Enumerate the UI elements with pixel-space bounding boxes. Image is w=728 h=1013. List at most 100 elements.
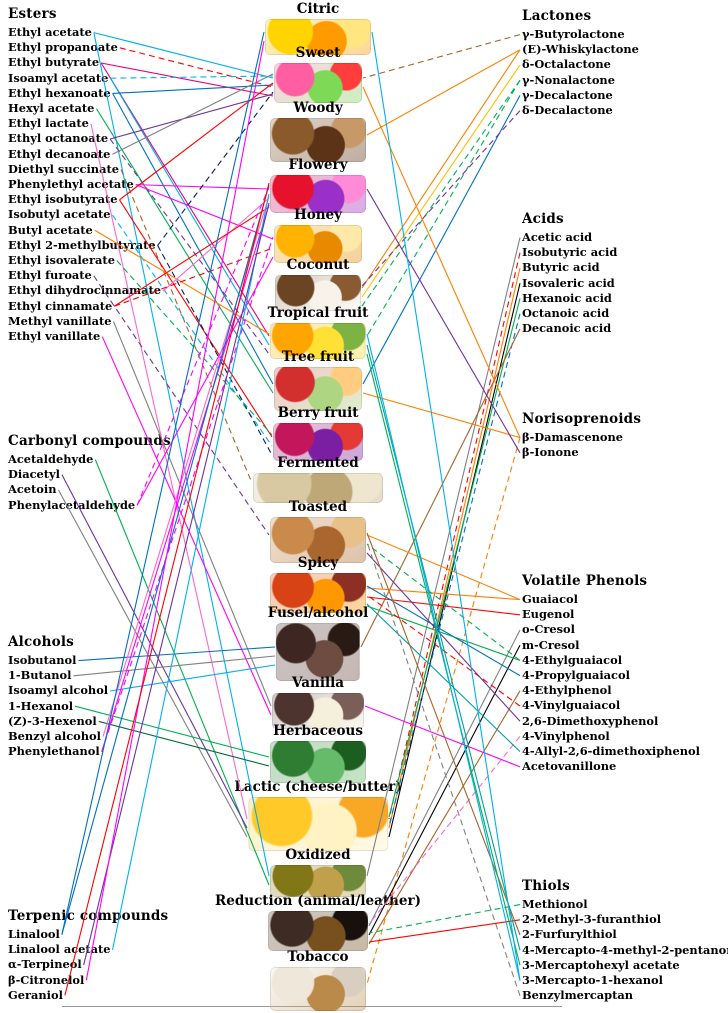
descriptor-spicy: Spicy (270, 556, 366, 613)
compound-4-allyl-26-dimethoxiphenol: 4-Allyl-2,6-dimethoxiphenol (522, 744, 700, 759)
descriptor-label-citric: Citric (296, 1, 340, 17)
group-carbonyl-compounds: Carbonyl compounds Acetaldehyde Diacetyl Ac… (8, 433, 171, 513)
edge-z-3-hexenol-to-herbaceous (98, 720, 270, 767)
edge-4-mercapto-4-methyl-2-pentanone-to-tropical-fruit (366, 344, 521, 951)
group-thiols: Thiols Methionol 2-Methyl-3-furanthiol 2-Fu… (522, 878, 728, 1003)
compound-ethyl-octanoate: Ethyl octanoate (8, 131, 109, 146)
compound-1-butanol: 1-Butanol (8, 668, 72, 683)
compound-o-cresol: o-Cresol (522, 622, 575, 637)
compound-guaiacol: Guaiacol (522, 592, 578, 606)
group-lactones: Lactones γ-Butyrolactone (E)-Whiskylactone… (522, 8, 639, 118)
compound-ethyl-isovalerate: Ethyl isovalerate (8, 253, 115, 268)
group-title-norisoprenoids: Norisoprenoids (522, 411, 642, 427)
group-acids: Acids Acetic acid Isobutyric acid Butyric a… (522, 211, 617, 336)
vanilla-image (272, 693, 364, 729)
berry-fruit-image (273, 423, 363, 461)
compound-geraniol: Geraniol (8, 987, 63, 1002)
coconut-image (275, 275, 361, 311)
group-title-volatile-phenols: Volatile Phenols (522, 573, 648, 589)
compound-3-mercapto-1-hexanol: 3-Mercapto-1-hexanol (522, 973, 663, 988)
compound-acetovanillone: Acetovanillone (522, 759, 617, 774)
oxidized-image (270, 865, 366, 897)
descriptor-label-fermented: Fermented (277, 455, 359, 471)
compound-ethyl-isobutyrate: Ethyl isobutyrate (8, 192, 118, 207)
woody-image (270, 118, 366, 162)
compound-delta-octalactone: δ-Octalactone (522, 57, 611, 72)
descriptor-berry-fruit: Berry fruit (273, 406, 363, 461)
edge-e-whiskylactone-to-woody (366, 49, 521, 136)
descriptor-tropical-fruit: Tropical fruit (267, 305, 369, 359)
descriptor-label-berry-fruit: Berry fruit (277, 405, 359, 421)
descriptor-fermented: Fermented (253, 456, 383, 503)
compound-beta-ionone: β-Ionone (522, 445, 579, 460)
edge-delta-octalactone-to-coconut (361, 64, 521, 298)
edge-beta-damascenone-to-sweet (362, 86, 521, 438)
compound-1-hexanol: 1-Hexanol (8, 698, 74, 713)
descriptor-vanilla: Vanilla (272, 676, 364, 729)
compound-isobutanol: Isobutanol (8, 653, 77, 667)
compound-ethyl-vanillate: Ethyl vanillate (8, 329, 101, 344)
herbaceous-image (270, 741, 366, 783)
group-terpenic-compounds: Terpenic compounds Linalool Linalool aceta… (8, 908, 168, 1003)
compound-z-3-hexenol: (Z)-3-Hexenol (8, 713, 97, 728)
edge-gamma-decalactone-to-tree-fruit (362, 95, 521, 385)
flowery-image (270, 175, 366, 213)
edge-isobutyric-acid-to-lactic (388, 252, 521, 820)
compound-beta-citronelol: β-Citronelol (8, 972, 85, 987)
compound-methyl-vanillate: Methyl vanillate (8, 313, 112, 328)
edge-beta-ionone-to-flowery (366, 188, 521, 454)
compound-4-vinylguaiacol: 4-Vinylguaiacol (522, 698, 621, 713)
descriptor-sweet: Sweet (274, 46, 362, 103)
compound-methionol: Methionol (522, 897, 588, 911)
compound-acetaldehyde: Acetaldehyde (8, 452, 94, 466)
descriptor-label-toasted: Toasted (288, 499, 348, 515)
descriptor-tree-fruit: Tree fruit (274, 350, 362, 411)
compound-isoamyl-alcohol: Isoamyl alcohol (8, 683, 109, 698)
group-title-lactones: Lactones (522, 8, 592, 24)
compound-linalool: Linalool (8, 927, 60, 941)
toasted-image (270, 517, 366, 563)
compound-4-vinylphenol: 4-Vinylphenol (522, 728, 610, 743)
compound-butyric-acid: Butyric acid (522, 260, 600, 275)
group-title-acids: Acids (522, 211, 564, 227)
edge-3-mercapto-1-hexanol-to-tropical-fruit (366, 333, 521, 981)
compound-alpha-terpineol: α-Terpineol (8, 957, 82, 972)
edge-octanoic-acid-to-lactic (388, 313, 521, 827)
compound-isovaleric-acid: Isovaleric acid (522, 275, 615, 290)
spicy-image (270, 573, 366, 613)
descriptor-label-honey: Honey (293, 207, 342, 223)
compound-ethyl-furoate: Ethyl furoate (8, 268, 92, 283)
compound-decanoic-acid: Decanoic acid (522, 321, 612, 336)
compound-ethyl-2-methylbutyrate: Ethyl 2-methylbutyrate (8, 237, 156, 252)
group-title-terpenic-compounds: Terpenic compounds (8, 908, 169, 924)
compound-butyl-acetate: Butyl acetate (8, 222, 93, 237)
edge-ethyl-2-methylbutyrate-to-sweet (157, 91, 274, 246)
compound-gamma-nonalactone: γ-Nonalactone (522, 72, 615, 87)
compound-ethyl-butyrate: Ethyl butyrate (8, 55, 100, 70)
edge-4-ethylguaiacol-to-spicy (366, 605, 521, 661)
descriptor-label-tropical-fruit: Tropical fruit (267, 305, 369, 321)
compound-isobutyl-acetate: Isobutyl acetate (8, 207, 111, 222)
edge-4-allyl-26-dimethoxiphenol-to-spicy (366, 603, 521, 753)
descriptor-label-sweet: Sweet (295, 45, 341, 61)
group-alcohols: Alcohols Isobutanol 1-Butanol Isoamyl alcoh… (8, 634, 108, 759)
compound-2-methyl-3-furanthiol: 2-Methyl-3-furanthiol (522, 912, 662, 927)
compound-2-furfurylthiol: 2-Furfurylthiol (522, 927, 617, 942)
group-title-alcohols: Alcohols (8, 634, 74, 650)
edge-guaiacol-to-toasted (366, 534, 521, 601)
compound-eugenol: Eugenol (522, 607, 575, 622)
compound-gamma-butyrolactone: γ-Butyrolactone (522, 27, 625, 41)
descriptor-honey: Honey (274, 208, 362, 263)
tree-fruit-image (274, 367, 362, 411)
group-title-esters: Esters (8, 6, 57, 22)
edge-beta-damascenone-to-tree-fruit (362, 392, 521, 439)
fusel-alcohol-image (276, 623, 360, 681)
descriptor-label-tree-fruit: Tree fruit (281, 349, 355, 365)
compound-e-whiskylactone: (E)-Whiskylactone (522, 42, 639, 57)
compound-ethyl-decanoate: Ethyl decanoate (8, 146, 111, 161)
compound-beta-damascenone: β-Damascenone (522, 430, 623, 444)
compound-hexanoic-acid: Hexanoic acid (522, 290, 612, 305)
compound-ethyl-cinnamate: Ethyl cinnamate (8, 298, 113, 313)
compound-4-ethylphenol: 4-Ethylphenol (522, 683, 612, 698)
